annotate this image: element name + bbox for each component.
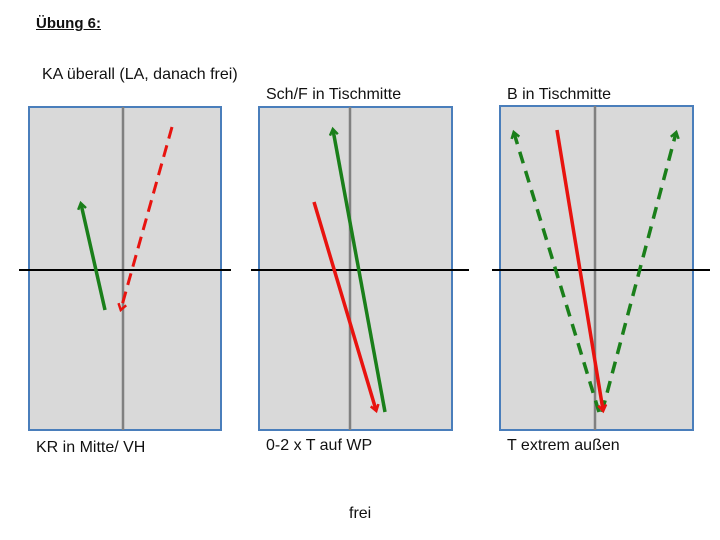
table-surface xyxy=(28,106,222,431)
panel-3-top-label: B in Tischmitte xyxy=(507,86,612,103)
table-panel-1 xyxy=(19,106,231,431)
table-panel-3 xyxy=(492,105,710,431)
exercise-title: Übung 6: xyxy=(36,15,101,32)
red-arrow-solid xyxy=(312,201,376,410)
footer-label: frei xyxy=(349,505,372,522)
table-surface xyxy=(258,106,453,431)
panel-1-bottom-label: KR in Mitte/ VH xyxy=(36,439,146,456)
panel-1-top-label: KA überall (LA, danach frei) xyxy=(42,66,238,83)
green-arrow-dashed-left xyxy=(514,133,601,413)
table-panel-2 xyxy=(251,106,469,431)
red-arrow-solid xyxy=(555,129,603,410)
panel-2-top-label: Sch/F in Tischmitte xyxy=(266,86,402,103)
green-arrow-solid xyxy=(333,130,387,413)
panel-2-bottom-label: 0-2 x T auf WP xyxy=(266,437,373,454)
table-surface xyxy=(499,105,694,431)
green-arrow-solid xyxy=(81,204,107,311)
panel-3-bottom-label: T extrem außen xyxy=(507,437,620,454)
green-arrow-dashed-right xyxy=(600,133,676,413)
red-arrow-dashed xyxy=(121,126,174,309)
